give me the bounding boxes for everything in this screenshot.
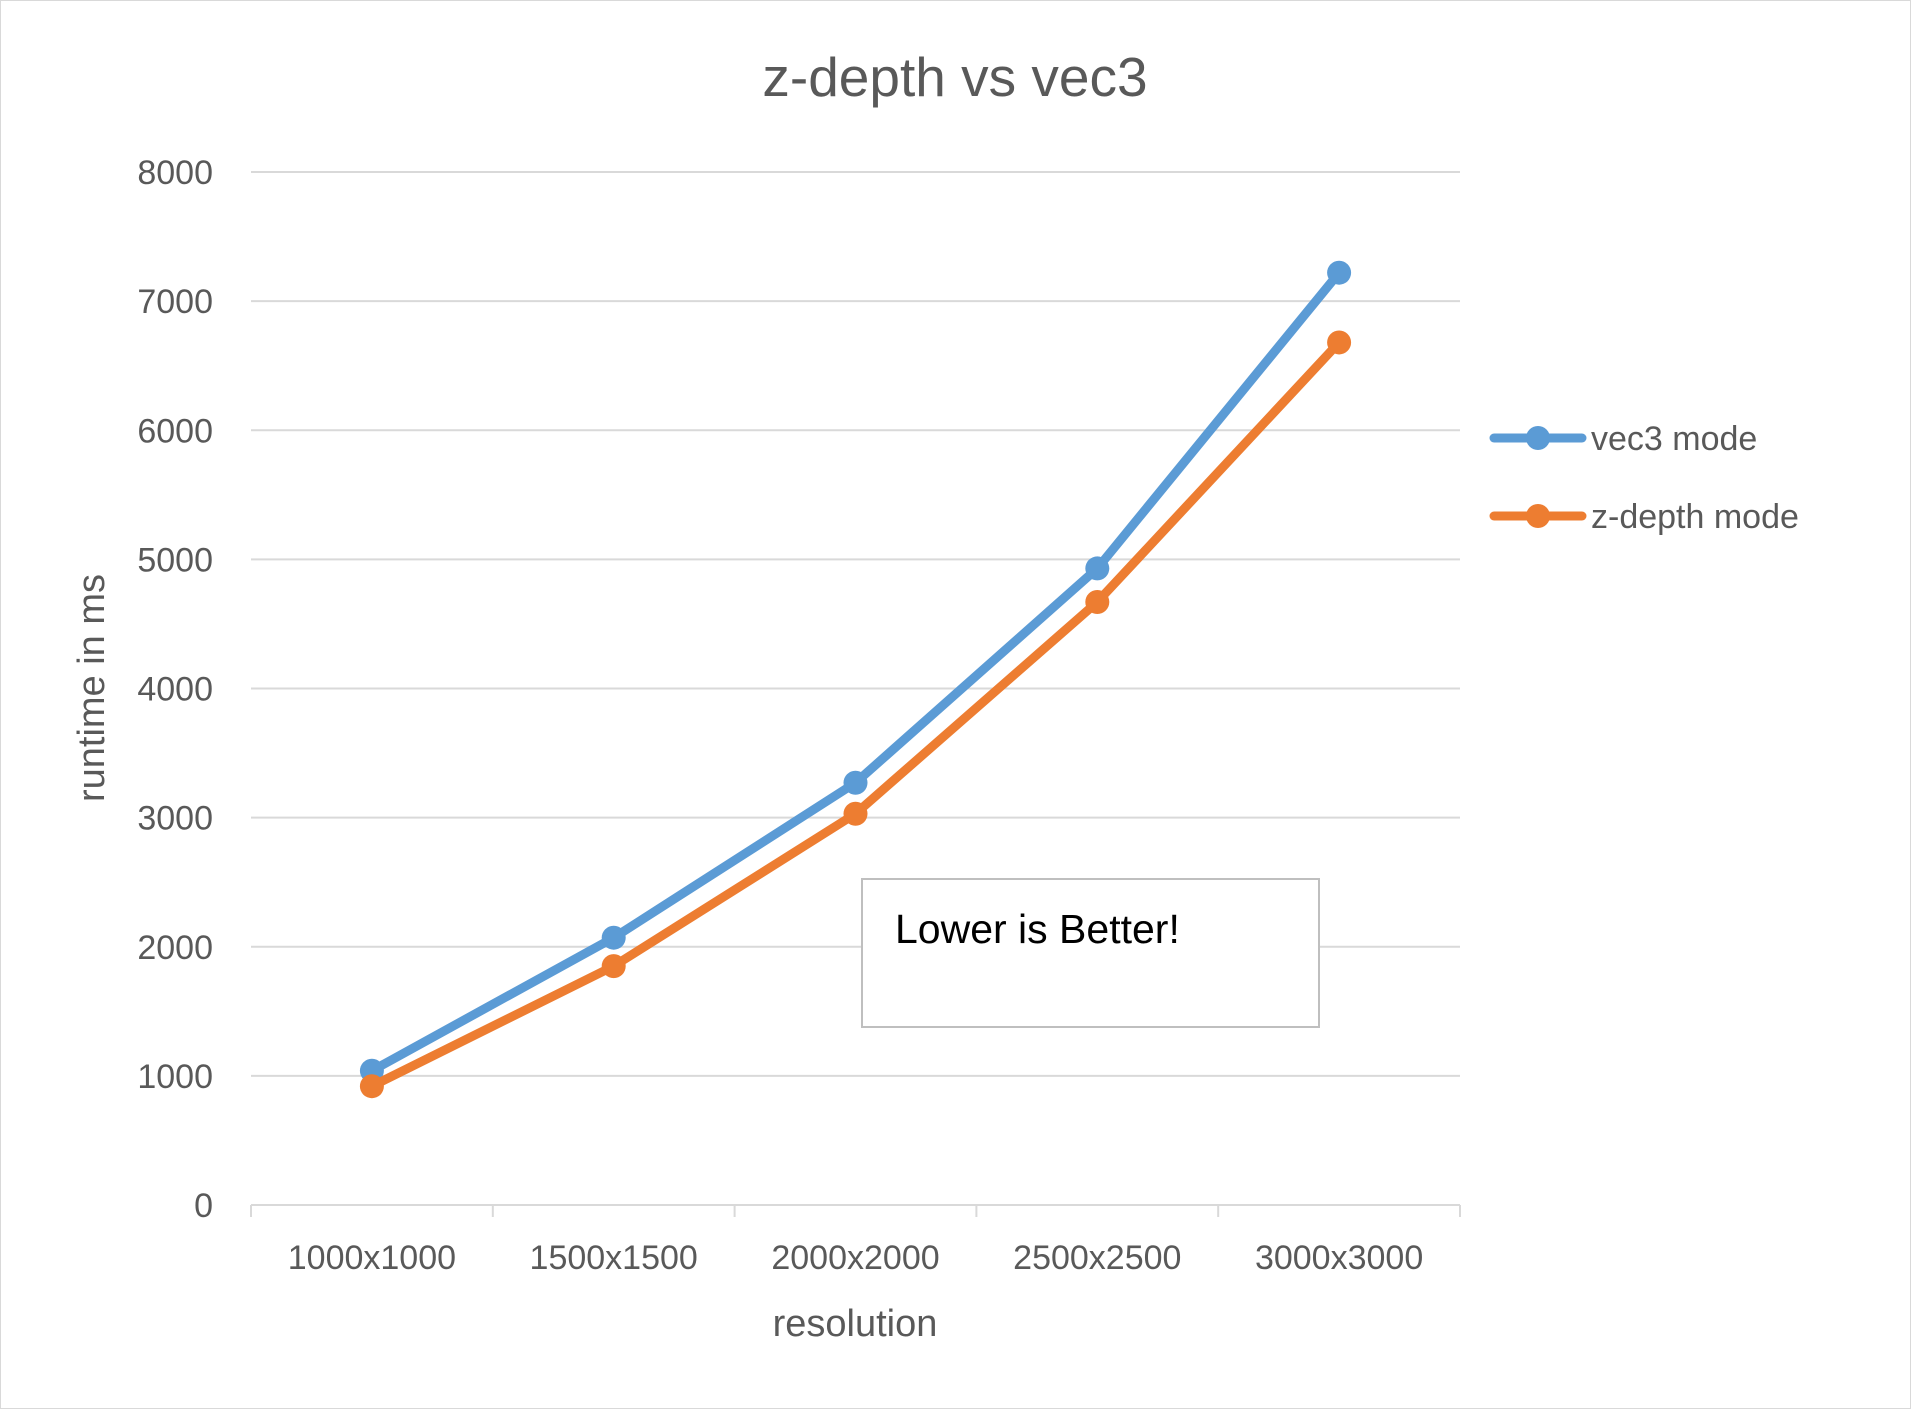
x-tick-label: 2500x2500 bbox=[1013, 1239, 1181, 1277]
legend-label: z-depth mode bbox=[1591, 498, 1799, 536]
legend-item: vec3 mode bbox=[1489, 420, 1757, 458]
y-tick-label: 6000 bbox=[137, 412, 213, 450]
x-tick-label: 2000x2000 bbox=[771, 1239, 939, 1277]
x-tick-label: 3000x3000 bbox=[1255, 1239, 1423, 1277]
annotation-border bbox=[861, 878, 1320, 1028]
x-tick-label: 1000x1000 bbox=[288, 1239, 456, 1277]
x-axis-title: resolution bbox=[773, 1303, 938, 1345]
data-point bbox=[843, 770, 868, 795]
series-layer bbox=[359, 260, 1352, 1099]
legend-item: z-depth mode bbox=[1489, 498, 1799, 536]
y-tick-label: 7000 bbox=[137, 283, 213, 321]
data-point bbox=[1085, 556, 1110, 581]
y-tick-label: 1000 bbox=[137, 1058, 213, 1096]
chart-title: z-depth vs vec3 bbox=[762, 46, 1147, 108]
series-2 bbox=[359, 330, 1352, 1099]
data-point bbox=[601, 925, 626, 950]
y-axis-tick-labels: 0 1000 2000 3000 4000 5000 6000 7000 8000 bbox=[137, 154, 213, 1225]
x-axis-tick-labels: 1000x1000 1500x1500 2000x2000 2500x2500 3000… bbox=[288, 1239, 1423, 1277]
legend-label: vec3 mode bbox=[1591, 420, 1757, 458]
data-point bbox=[359, 1074, 384, 1099]
x-tick-label: 1500x1500 bbox=[530, 1239, 698, 1277]
y-tick-label: 4000 bbox=[137, 671, 213, 709]
y-tick-label: 5000 bbox=[137, 541, 213, 579]
legend-marker bbox=[1526, 504, 1550, 528]
annotation-box: Lower is Better! bbox=[861, 878, 1320, 1028]
legend: vec3 mode z-depth mode bbox=[1489, 420, 1799, 536]
y-tick-label: 0 bbox=[194, 1187, 213, 1225]
data-point bbox=[843, 801, 868, 826]
data-point bbox=[1327, 260, 1352, 285]
legend-marker bbox=[1526, 426, 1550, 450]
data-point bbox=[601, 954, 626, 979]
data-point bbox=[1327, 330, 1352, 355]
y-tick-label: 3000 bbox=[137, 800, 213, 838]
y-tick-label: 2000 bbox=[137, 929, 213, 967]
y-tick-label: 8000 bbox=[137, 154, 213, 192]
annotation-text: Lower is Better! bbox=[895, 906, 1180, 952]
x-axis bbox=[250, 1204, 1461, 1217]
y-axis-title: runtime in ms bbox=[71, 574, 113, 802]
data-point bbox=[1085, 589, 1110, 614]
